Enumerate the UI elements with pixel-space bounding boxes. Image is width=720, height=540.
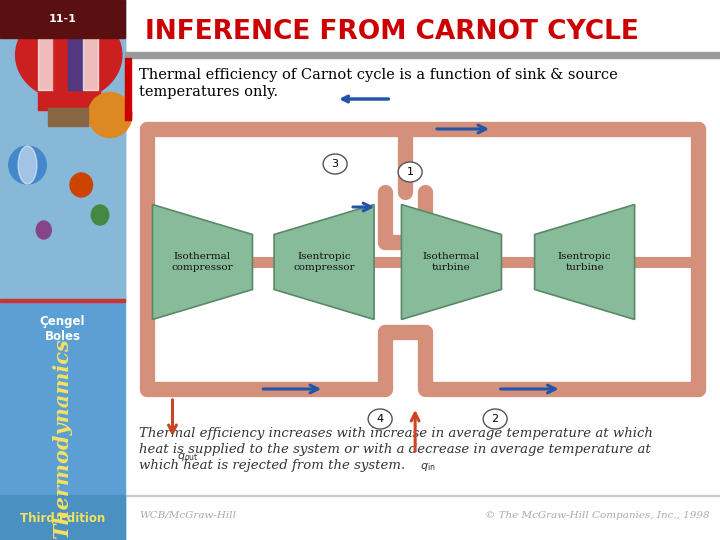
Ellipse shape bbox=[70, 173, 92, 197]
Text: Thermal efficiency increases with increase in average temperature at which: Thermal efficiency increases with increa… bbox=[139, 427, 653, 440]
Text: Isothermal
compressor: Isothermal compressor bbox=[171, 252, 233, 272]
Ellipse shape bbox=[9, 146, 46, 184]
Ellipse shape bbox=[88, 92, 132, 138]
Text: temperatures only.: temperatures only. bbox=[139, 85, 278, 99]
Ellipse shape bbox=[398, 162, 422, 182]
Bar bbox=[83, 30, 97, 90]
Text: Thermodynamics: Thermodynamics bbox=[53, 339, 73, 539]
Bar bbox=[125, 52, 720, 58]
Text: which heat is rejected from the system.: which heat is rejected from the system. bbox=[139, 458, 405, 471]
Polygon shape bbox=[274, 205, 374, 320]
Bar bbox=[0, 0, 125, 38]
Bar bbox=[37, 30, 53, 90]
Text: $q_{\rm in}$: $q_{\rm in}$ bbox=[420, 461, 436, 473]
Polygon shape bbox=[535, 205, 634, 320]
Bar bbox=[0, 0, 125, 299]
Text: 1: 1 bbox=[407, 167, 413, 177]
Bar bbox=[48, 108, 88, 126]
Text: 3: 3 bbox=[332, 159, 338, 169]
Ellipse shape bbox=[483, 409, 507, 429]
Text: © The McGraw-Hill Companies, Inc., 1998: © The McGraw-Hill Companies, Inc., 1998 bbox=[485, 510, 710, 519]
Bar bbox=[0, 495, 125, 540]
Bar bbox=[68, 30, 83, 90]
Bar bbox=[0, 299, 125, 302]
Text: $q_{\rm out}$: $q_{\rm out}$ bbox=[178, 451, 199, 463]
Text: 2: 2 bbox=[492, 414, 499, 424]
Ellipse shape bbox=[36, 221, 51, 239]
Bar bbox=[37, 55, 100, 110]
Bar bbox=[53, 30, 68, 90]
Text: INFERENCE FROM CARNOT CYCLE: INFERENCE FROM CARNOT CYCLE bbox=[145, 19, 639, 45]
Ellipse shape bbox=[16, 10, 122, 100]
Text: Third Edition: Third Edition bbox=[20, 511, 105, 524]
Bar bbox=[125, 58, 131, 120]
Text: Isothermal
turbine: Isothermal turbine bbox=[423, 252, 480, 272]
Text: Çengel: Çengel bbox=[40, 314, 85, 327]
Text: Isentropic
compressor: Isentropic compressor bbox=[293, 252, 355, 272]
Text: Isentropic
turbine: Isentropic turbine bbox=[558, 252, 611, 272]
Text: heat is supplied to the system or with a decrease in average temperature at: heat is supplied to the system or with a… bbox=[139, 442, 651, 456]
Text: Thermal efficiency of Carnot cycle is a function of sink & source: Thermal efficiency of Carnot cycle is a … bbox=[139, 68, 618, 82]
Ellipse shape bbox=[91, 205, 109, 225]
Text: 11-1: 11-1 bbox=[48, 14, 76, 24]
Text: WCB/McGraw-Hill: WCB/McGraw-Hill bbox=[139, 510, 236, 519]
Ellipse shape bbox=[323, 154, 347, 174]
Ellipse shape bbox=[368, 409, 392, 429]
Text: Boles: Boles bbox=[45, 330, 81, 343]
Bar bbox=[133, 107, 712, 417]
Bar bbox=[125, 495, 720, 496]
Polygon shape bbox=[402, 205, 501, 320]
Text: 4: 4 bbox=[377, 414, 384, 424]
Ellipse shape bbox=[18, 146, 37, 184]
Bar bbox=[0, 0, 125, 540]
Polygon shape bbox=[153, 205, 253, 320]
